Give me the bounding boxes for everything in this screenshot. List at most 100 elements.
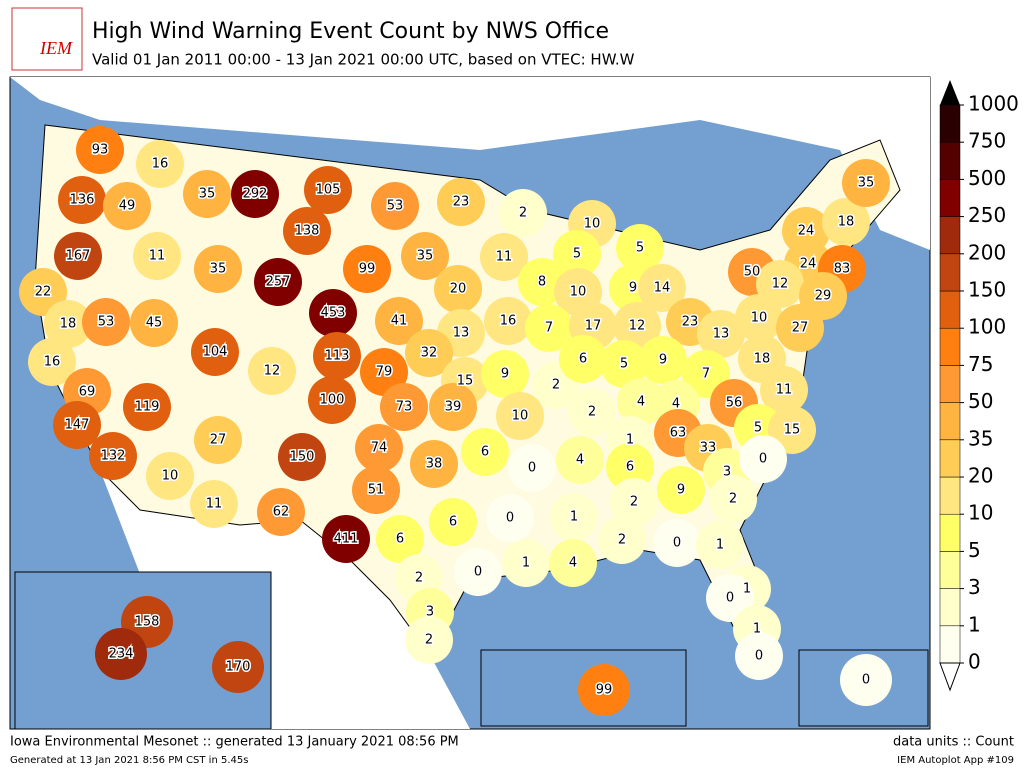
office-area: [89, 432, 137, 480]
office-area: [103, 182, 151, 230]
colorbar-label: 35: [968, 426, 993, 450]
office-area: [283, 207, 331, 255]
colorbar-bin: [939, 290, 961, 329]
colorbar-bin: [939, 588, 961, 627]
office-count: 2: [588, 405, 596, 420]
office-count: 6: [481, 445, 489, 460]
office-count: 12: [264, 364, 281, 379]
office-count: 99: [359, 262, 376, 277]
colorbar-bin: [939, 625, 961, 664]
office-area: [739, 435, 787, 483]
office-area: [375, 297, 423, 345]
office-area: [600, 340, 648, 388]
logo-box: [11, 7, 83, 71]
office-count: 62: [273, 505, 290, 520]
office-area: [58, 176, 106, 224]
office-count: 0: [474, 565, 482, 580]
office-area: [499, 189, 547, 237]
office-area: [697, 310, 745, 358]
office-count: 119: [135, 400, 160, 415]
office-count: 16: [152, 157, 169, 172]
office-count: 2: [552, 378, 560, 393]
office-area: [525, 304, 573, 352]
colorbar-label: 10: [968, 501, 993, 525]
office-count: 22: [35, 285, 52, 300]
office-area: [613, 302, 661, 350]
office-count: 8: [538, 275, 546, 290]
office-count: 99: [596, 683, 613, 698]
footer-left-small: Generated at 13 Jan 2021 8:56 PM CST in …: [10, 755, 248, 766]
office-count: 35: [858, 176, 875, 191]
office-count: 234: [109, 647, 134, 662]
office-count: 9: [677, 483, 685, 498]
office-area: [508, 444, 556, 492]
office-count: 11: [776, 383, 793, 398]
office-count: 35: [199, 187, 216, 202]
office-count: 3: [723, 465, 731, 480]
colorbar-label: 20: [968, 464, 993, 488]
office-count: 29: [815, 289, 832, 304]
office-count: 12: [772, 277, 789, 292]
office-count: 45: [146, 316, 163, 331]
office-area: [840, 654, 892, 706]
office-area: [183, 170, 231, 218]
office-area: [405, 616, 453, 664]
office-area: [486, 494, 534, 542]
office-area: [130, 299, 178, 347]
colorbar-label: 750: [968, 129, 1006, 153]
office-count: 51: [368, 483, 385, 498]
office-count: 5: [620, 357, 628, 372]
office-area: [735, 632, 783, 680]
footer-right: data units :: Count: [893, 735, 1014, 750]
office-count: 6: [396, 532, 404, 547]
office-count: 411: [334, 532, 359, 547]
office-area: [578, 664, 630, 716]
logo: IEM: [39, 38, 73, 58]
office-area: [191, 328, 239, 376]
office-area: [822, 198, 870, 246]
office-area: [484, 297, 532, 345]
office-count: 11: [496, 250, 513, 265]
office-area: [553, 230, 601, 278]
office-area: [304, 166, 352, 214]
office-count: 9: [501, 367, 509, 382]
office-count: 15: [784, 423, 801, 438]
office-count: 41: [391, 314, 408, 329]
office-count: 2: [425, 633, 433, 648]
office-count: 2: [415, 571, 423, 586]
office-count: 7: [702, 367, 710, 382]
office-area: [136, 140, 184, 188]
office-area: [194, 416, 242, 464]
office-count: 11: [149, 249, 166, 264]
canada: [10, 77, 930, 250]
colorbar-bin: [939, 141, 961, 180]
colorbar-label: 1000: [968, 92, 1019, 116]
office-area: [231, 170, 279, 218]
office-area: [82, 298, 130, 346]
office-area: [190, 480, 238, 528]
office-area: [146, 452, 194, 500]
office-count: 83: [834, 262, 851, 277]
colorbar-label: 100: [968, 315, 1006, 339]
office-area: [405, 329, 453, 377]
office-count: 13: [713, 327, 730, 342]
office-area: [461, 428, 509, 476]
office-count: 1: [626, 433, 634, 448]
office-count: 10: [512, 409, 529, 424]
office-count: 257: [266, 275, 291, 290]
colorbar-arrow-bottom: [939, 662, 961, 692]
office-count: 0: [506, 511, 514, 526]
office-count: 292: [243, 187, 268, 202]
office-area: [278, 433, 326, 481]
office-area: [606, 443, 654, 491]
office-count: 150: [290, 450, 315, 465]
office-count: 6: [626, 460, 634, 475]
office-count: 18: [838, 215, 855, 230]
office-area: [429, 383, 477, 431]
colorbar-label: 500: [968, 166, 1006, 190]
office-count: 63: [670, 426, 687, 441]
office-area: [549, 539, 597, 587]
office-area: [617, 378, 665, 426]
